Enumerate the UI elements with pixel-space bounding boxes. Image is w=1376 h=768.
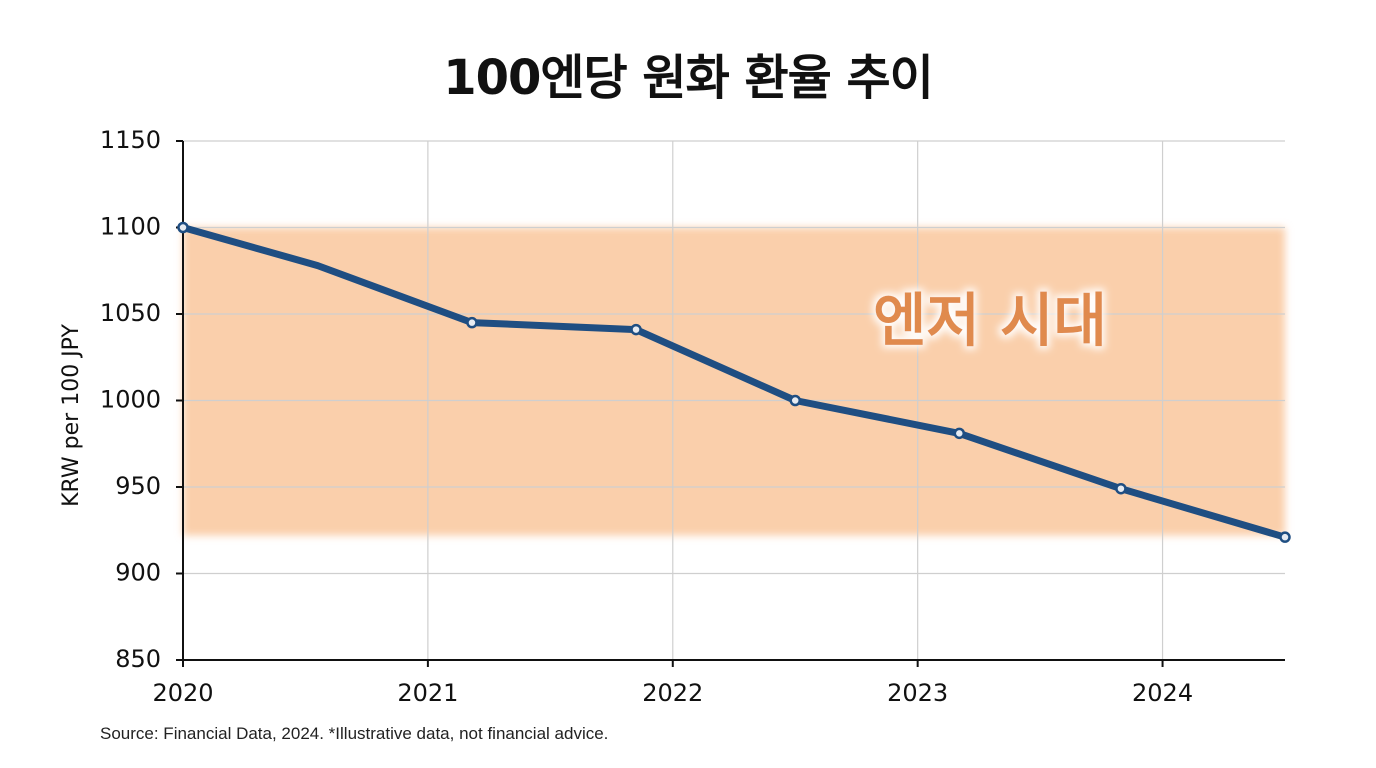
x-tick-label: 2022 xyxy=(642,679,703,707)
data-point xyxy=(1279,531,1291,543)
series-layer xyxy=(177,221,1291,543)
label-layer: 850 900 950 1000 1050 1100 1150 2020 2021 2022 202… xyxy=(59,126,1193,707)
source-footnote: Source: Financial Data, 2024. *Illustrat… xyxy=(100,724,609,743)
x-tick-label: 2021 xyxy=(397,679,458,707)
x-tick-label: 2024 xyxy=(1132,679,1193,707)
y-tick-label: 1100 xyxy=(100,213,161,241)
data-point xyxy=(177,221,189,234)
y-axis-title: KRW per 100 JPY xyxy=(59,324,84,507)
x-tick-label: 2023 xyxy=(887,679,948,707)
data-point xyxy=(953,427,966,440)
y-tick-label: 950 xyxy=(115,472,161,500)
series-line xyxy=(179,224,1289,541)
data-point xyxy=(789,394,801,407)
band-label: 엔저 시대 xyxy=(873,286,1107,354)
data-point xyxy=(466,316,478,329)
data-point xyxy=(630,323,642,336)
x-tick-label: 2020 xyxy=(152,679,213,707)
data-point xyxy=(1115,482,1127,495)
y-tick-label: 1050 xyxy=(100,299,161,327)
y-tick-label: 900 xyxy=(115,559,161,587)
chart-title: 100엔당 원화 환율 추이 xyxy=(443,50,934,106)
y-tick-label: 1000 xyxy=(100,386,161,414)
y-tick-label: 850 xyxy=(115,645,161,673)
y-tick-label: 1150 xyxy=(100,126,161,154)
grid-layer xyxy=(183,140,1285,660)
annotation-layer: 엔저 시대 xyxy=(873,286,1107,354)
